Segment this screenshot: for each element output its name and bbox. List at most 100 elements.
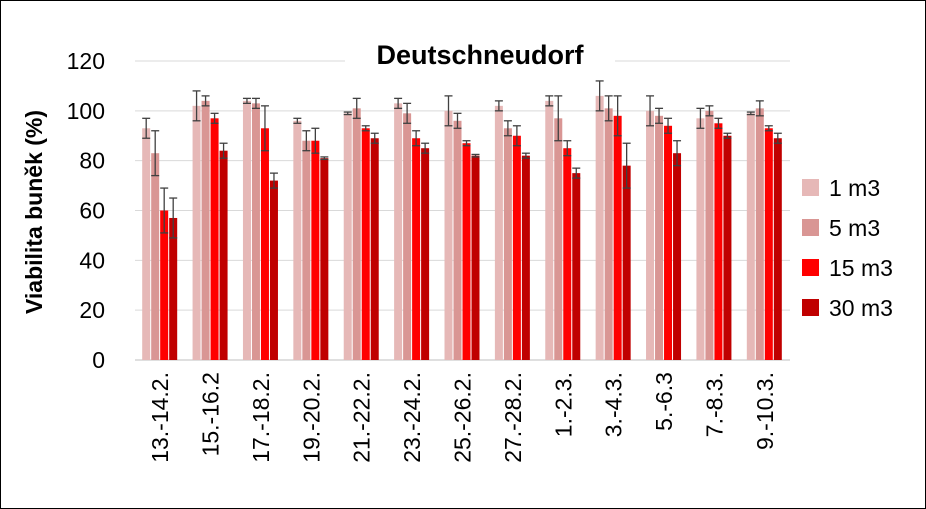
bar <box>696 118 705 360</box>
error-bar <box>512 125 521 147</box>
legend-swatch <box>802 299 819 316</box>
bar <box>421 148 430 360</box>
error-bar <box>604 95 613 122</box>
bar <box>746 113 755 360</box>
y-tick-label: 120 <box>67 48 105 74</box>
error-bar <box>311 127 320 154</box>
error-bar <box>269 172 278 189</box>
x-tick-label: 27.-28.2. <box>500 372 526 463</box>
error-bar <box>320 156 329 161</box>
x-tick-label: 13.-14.2. <box>147 372 173 463</box>
error-bar <box>352 97 361 119</box>
bar <box>471 155 480 360</box>
error-bar <box>160 187 169 234</box>
bar <box>613 115 622 360</box>
y-tick-label: 100 <box>67 98 105 124</box>
legend-label: 1 m3 <box>829 175 880 201</box>
bar <box>169 217 178 360</box>
bar <box>673 153 682 360</box>
error-bar <box>210 112 219 124</box>
bar <box>664 125 673 361</box>
y-tick-label: 60 <box>79 198 105 224</box>
legend-swatch <box>802 179 819 196</box>
error-bar <box>696 107 705 129</box>
y-tick-label: 80 <box>79 148 105 174</box>
bar <box>201 100 210 360</box>
bar <box>521 155 530 360</box>
x-tick-label: 23.-24.2. <box>399 372 425 463</box>
bar <box>403 113 412 360</box>
legend-swatch <box>802 259 819 276</box>
error-bar <box>714 117 723 129</box>
bar <box>595 95 604 360</box>
bar <box>251 103 260 360</box>
error-bar <box>613 95 622 137</box>
bar <box>655 115 664 360</box>
error-bar <box>343 111 352 116</box>
error-bar <box>412 130 421 147</box>
bar <box>773 138 782 360</box>
bar <box>302 140 311 360</box>
bar <box>705 110 714 360</box>
error-bar <box>673 140 682 167</box>
bar <box>151 153 160 360</box>
bar <box>260 128 269 360</box>
y-tick-label: 20 <box>79 297 105 323</box>
bar <box>545 100 554 360</box>
bar <box>394 103 403 360</box>
error-bar <box>293 117 302 124</box>
x-tick-label: 3.-4.3. <box>601 372 627 437</box>
bar <box>453 120 462 360</box>
bar <box>494 105 503 360</box>
error-bar <box>260 105 269 152</box>
error-bar <box>142 117 151 139</box>
bar <box>361 128 370 360</box>
y-axis-label: Viabilita buněk (%) <box>21 110 47 314</box>
error-bar <box>444 95 453 127</box>
error-bar <box>503 120 512 137</box>
chart-title: Deutschneudorf <box>376 40 584 70</box>
bar <box>512 135 521 360</box>
bar <box>764 128 773 360</box>
x-tick-label: 1.-2.3. <box>550 372 576 437</box>
error-bar <box>302 130 311 152</box>
legend-label: 15 m3 <box>829 255 893 281</box>
bar <box>462 143 471 360</box>
bar <box>293 120 302 360</box>
error-bar <box>773 132 782 144</box>
error-bar <box>521 152 530 159</box>
bar <box>503 128 512 360</box>
bar <box>142 128 151 360</box>
error-bar <box>192 90 201 122</box>
error-bar <box>453 112 462 129</box>
bar <box>311 140 320 360</box>
error-bar <box>403 102 412 124</box>
bar <box>320 158 329 360</box>
x-tick-label: 7.-8.3. <box>701 372 727 437</box>
error-bar <box>370 132 379 144</box>
error-bar <box>755 100 764 117</box>
error-bar <box>251 97 260 109</box>
error-bar <box>462 140 471 147</box>
error-bar <box>471 153 480 158</box>
error-bar <box>622 142 631 189</box>
bar <box>444 110 453 360</box>
y-tick-label: 0 <box>92 347 105 373</box>
error-bar <box>201 95 210 107</box>
bar <box>370 138 379 360</box>
error-bar <box>394 97 403 109</box>
bar <box>412 138 421 360</box>
error-bar <box>242 97 251 105</box>
error-bar <box>151 130 160 177</box>
x-tick-label: 25.-26.2. <box>450 372 476 463</box>
bar <box>343 113 352 360</box>
bar <box>160 210 169 360</box>
bar <box>242 100 251 360</box>
legend-label: 5 m3 <box>829 215 880 241</box>
error-bar <box>494 100 503 112</box>
title-background <box>345 36 615 72</box>
y-tick-label: 40 <box>79 247 105 273</box>
error-bar <box>746 111 755 116</box>
error-bar <box>655 107 664 124</box>
error-bar <box>219 142 228 159</box>
